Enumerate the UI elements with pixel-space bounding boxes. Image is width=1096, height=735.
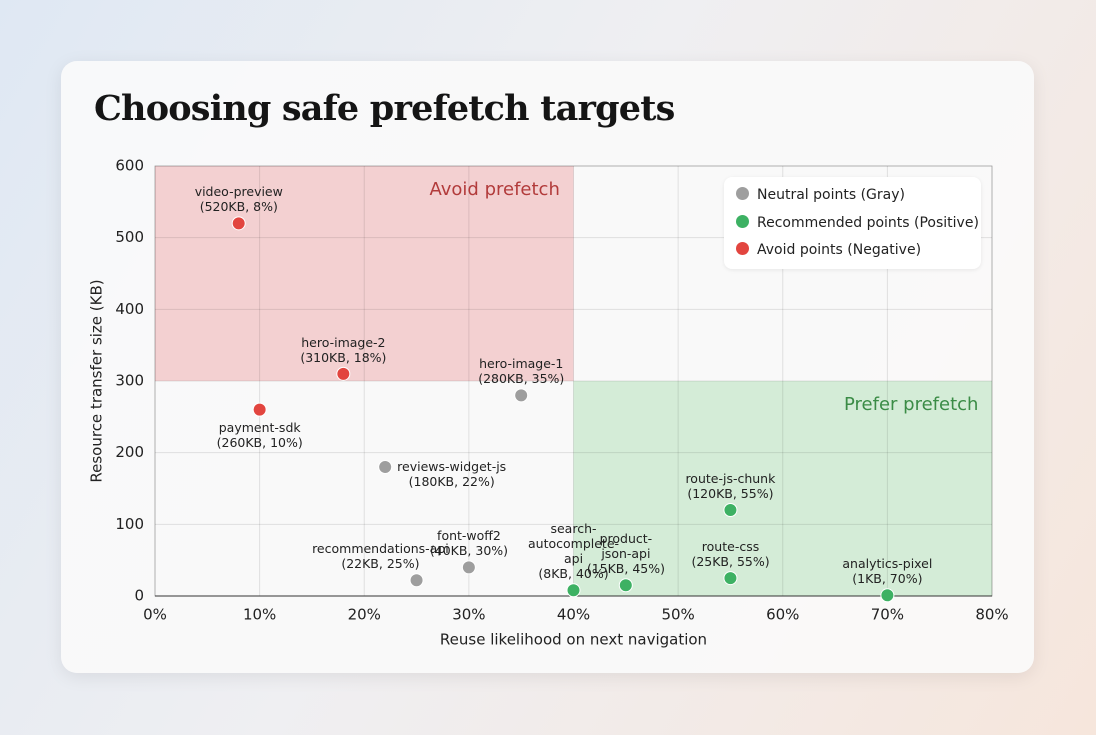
point	[566, 583, 581, 598]
x-tick-label: 40%	[557, 606, 590, 624]
x-tick-label: 30%	[452, 606, 485, 624]
point	[723, 503, 738, 517]
point	[461, 560, 476, 575]
y-tick-label: 500	[115, 228, 144, 246]
x-axis-title: Reuse likelihood on next navigation	[440, 631, 707, 649]
legend-entry: Recommended points (Positive)	[736, 214, 979, 231]
y-tick-label: 400	[115, 300, 144, 318]
y-tick-label: 600	[115, 157, 144, 175]
x-tick-label: 10%	[243, 606, 276, 624]
y-tick-label: 300	[115, 372, 144, 390]
region	[573, 381, 992, 596]
legend-marker	[736, 187, 749, 200]
legend-marker	[736, 214, 749, 228]
point	[336, 366, 351, 381]
point	[880, 588, 895, 603]
point	[231, 216, 246, 231]
x-tick-label: 60%	[766, 606, 799, 624]
legend-entry: Neutral points (Gray)	[736, 187, 905, 203]
chart-title: Choosing safe prefetch targets	[94, 88, 675, 129]
x-tick-label: 50%	[661, 606, 694, 624]
legend-marker	[736, 242, 749, 255]
x-tick-label: 70%	[871, 606, 904, 624]
y-tick-label: 200	[115, 443, 144, 461]
legend-label: Avoid points (Negative)	[757, 242, 922, 258]
point	[252, 402, 267, 417]
region	[155, 166, 574, 381]
point	[618, 578, 633, 593]
y-tick-label: 100	[115, 515, 144, 533]
x-tick-label: 80%	[975, 606, 1008, 624]
point	[514, 388, 529, 403]
legend: Neutral points (Gray) Recommended points …	[724, 177, 981, 269]
x-tick-label: 20%	[348, 606, 381, 624]
point	[723, 571, 738, 586]
legend-entry: Avoid points (Negative)	[736, 242, 921, 258]
legend-label: Recommended points (Positive)	[757, 214, 979, 231]
x-tick-label: 0%	[143, 606, 167, 624]
point	[378, 460, 393, 474]
y-tick-label: 0	[134, 587, 144, 605]
legend-label: Neutral points (Gray)	[757, 187, 905, 203]
y-axis-title: Resource transfer size (KB)	[88, 279, 106, 482]
point	[409, 573, 424, 588]
